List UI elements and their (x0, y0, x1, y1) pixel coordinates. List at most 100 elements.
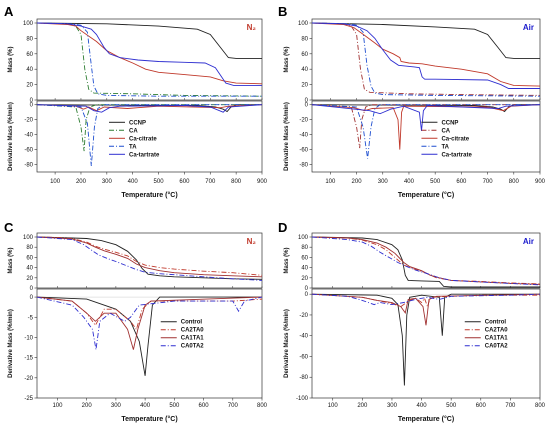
y-tick-label: -10 (24, 335, 33, 341)
derivative-curve-ca-citrate (311, 104, 541, 150)
legend-entry: CA1TA1 (181, 336, 205, 342)
derivative-curve-ta (36, 104, 262, 167)
derivative-curve-control (36, 296, 262, 376)
x-tick-label: 200 (76, 179, 87, 185)
mass-curve-control (36, 236, 263, 280)
atmosphere-label: N₂ (247, 23, 257, 32)
mass-curve-ta (311, 22, 541, 97)
legend-entry: CA2TA0 (485, 328, 509, 334)
y-tick-label: 100 (298, 21, 309, 27)
derivative-curve-ca0ta2 (36, 296, 263, 350)
x-tick-label: 500 (430, 179, 441, 185)
mass-curve-ca0ta2 (36, 236, 263, 281)
y-tick-label: -40 (24, 133, 33, 139)
x-tick-label: 600 (199, 403, 210, 409)
y-tick-label: -25 (24, 396, 33, 402)
legend-entry: CA (129, 128, 138, 134)
mass-plot-frame (36, 232, 263, 289)
mass-curve-ca1ta1 (311, 236, 541, 285)
derivative-curve-ca (36, 104, 262, 152)
atmosphere-label: Air (523, 23, 534, 32)
legend-entry: Ca-tartrate (441, 152, 472, 158)
derivative-curve-ca (311, 104, 540, 149)
y-tick-label: 20 (301, 83, 308, 89)
y-tick-label: -20 (24, 118, 33, 124)
x-tick-label: 200 (82, 403, 93, 409)
y-tick-label: 0 (30, 98, 34, 104)
x-tick-label: 100 (52, 403, 63, 409)
y-tick-label: 60 (301, 52, 308, 58)
mass-plot-frame (36, 18, 263, 101)
y-axis-label-mass: Mass (%) (284, 46, 290, 72)
legend-entry: CA1TA1 (485, 336, 509, 342)
y-tick-label: 0 (305, 292, 309, 298)
y-tick-label: -20 (299, 118, 308, 124)
legend-entry: CA (441, 128, 450, 134)
y-tick-label: -80 (299, 163, 308, 169)
y-tick-label: 0 (305, 103, 309, 109)
x-tick-label: 200 (357, 403, 368, 409)
derivative-curve-ca-tartrate (311, 104, 541, 131)
y-tick-label: 0 (30, 295, 34, 301)
panel-letter: A (4, 4, 14, 19)
panel-d: D 100 200 300 400 500 600 700 800 0 20 40 60 80 100 -10… (278, 220, 546, 423)
legend-entry: Ca-citrate (441, 136, 469, 142)
legend-entry: Ca-tartrate (129, 152, 160, 158)
y-tick-label: 60 (26, 255, 33, 261)
derivative-curve-ca1ta1 (36, 296, 263, 350)
y-tick-label: -40 (299, 334, 308, 340)
legend-entry: CCNP (441, 120, 458, 126)
x-tick-label: 900 (535, 179, 546, 185)
y-tick-label: -60 (299, 148, 308, 154)
mass-curve-ca (311, 22, 541, 96)
legend-entry: TA (441, 144, 449, 150)
x-tick-label: 900 (257, 179, 268, 185)
derivative-plot-frame (36, 288, 263, 399)
mass-curve-ccnp (36, 22, 262, 59)
y-tick-label: -100 (296, 396, 309, 402)
y-tick-label: 100 (298, 235, 309, 241)
mass-curve-ca0ta2 (311, 236, 541, 286)
mass-curve-ca-citrate (311, 22, 541, 87)
y-tick-label: 20 (26, 276, 33, 282)
derivative-plot-frame (311, 288, 541, 399)
mass-plot-frame (311, 232, 541, 289)
x-tick-label: 800 (257, 403, 268, 409)
mass-curve-ccnp (311, 22, 540, 59)
y-tick-label: 0 (305, 98, 309, 104)
x-tick-label: 300 (387, 403, 398, 409)
y-axis-label-mass: Mass (%) (284, 247, 290, 273)
x-tick-label: 500 (169, 403, 180, 409)
derivative-curve-ca-tartrate (36, 104, 263, 113)
derivative-plot-frame (311, 100, 541, 173)
y-axis-label-mass: Mass (%) (8, 46, 14, 72)
derivative-plot-frame (36, 100, 263, 173)
derivative-curve-ca1ta1 (311, 293, 541, 326)
derivative-curve-ca0ta2 (311, 293, 541, 306)
y-axis-label-derivative: Derivative Mass (%/min) (284, 309, 290, 378)
y-tick-label: 20 (26, 83, 33, 89)
y-tick-label: 0 (30, 286, 34, 292)
derivative-curve-ca2ta0 (311, 293, 540, 309)
mass-curve-ca1ta1 (36, 236, 263, 278)
panel-letter: D (278, 220, 287, 235)
y-tick-label: -80 (299, 375, 308, 381)
y-tick-label: 80 (26, 245, 33, 251)
y-tick-label: -40 (299, 133, 308, 139)
legend-entry: CCNP (129, 120, 146, 126)
mass-plot-frame (311, 18, 541, 101)
x-tick-label: 600 (179, 179, 190, 185)
y-axis-label-derivative: Derivative Mass (%/min) (8, 309, 14, 378)
x-tick-label: 400 (128, 179, 139, 185)
x-tick-label: 100 (50, 179, 61, 185)
y-tick-label: 40 (301, 67, 308, 73)
x-tick-label: 300 (378, 179, 389, 185)
x-tick-label: 800 (535, 403, 546, 409)
x-tick-label: 700 (505, 403, 516, 409)
legend-entry: Ca-citrate (129, 136, 157, 142)
x-tick-label: 100 (328, 403, 339, 409)
y-tick-label: 80 (301, 36, 308, 42)
y-tick-label: 40 (301, 266, 308, 272)
legend-entry: TA (129, 144, 137, 150)
y-tick-label: 80 (301, 245, 308, 251)
